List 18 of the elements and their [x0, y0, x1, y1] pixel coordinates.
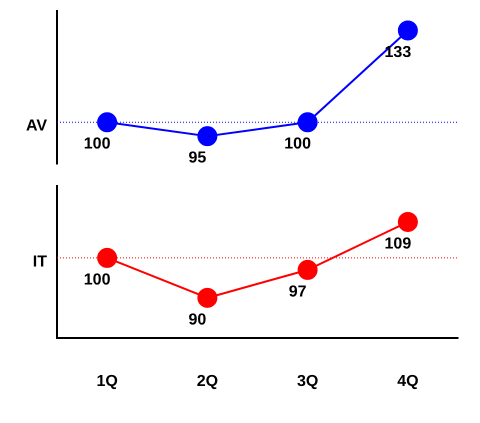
x-tick-label: 3Q	[296, 372, 318, 390]
y-axis-title: AV	[26, 118, 48, 135]
data-label: 90	[188, 311, 206, 328]
x-tick-label: 1Q	[96, 372, 118, 390]
data-label: 100	[84, 271, 111, 288]
data-label: 100	[84, 136, 111, 153]
x-tick-label: 4Q	[397, 372, 419, 390]
data-label: 109	[384, 235, 412, 252]
y-axis-title: IT	[32, 253, 48, 270]
data-label: 97	[288, 283, 307, 300]
x-tick-label: 2Q	[196, 372, 218, 390]
point	[398, 212, 418, 232]
point	[298, 260, 318, 280]
data-label: 95	[188, 150, 206, 167]
point	[197, 288, 218, 308]
point	[97, 248, 118, 268]
data-label: 100	[284, 136, 312, 153]
data-label: 133	[384, 44, 412, 61]
